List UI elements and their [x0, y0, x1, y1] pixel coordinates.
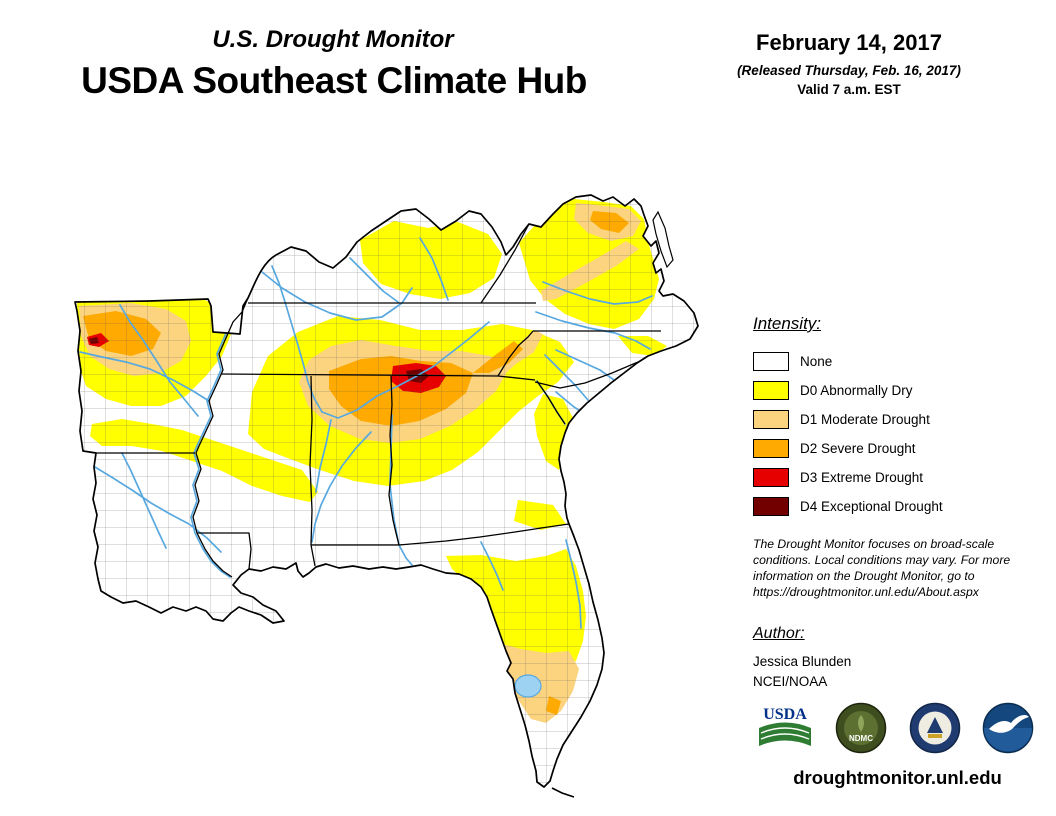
florida-keys — [551, 787, 575, 798]
legend-swatch-d3 — [753, 468, 789, 487]
commerce-logo — [909, 702, 961, 759]
legend-row: D0 Abnormally Dry — [753, 376, 1053, 405]
lake-okeechobee — [514, 674, 542, 698]
legend-swatch-d4 — [753, 497, 789, 516]
southeast-map-svg — [74, 194, 699, 798]
author-org: NCEI/NOAA — [753, 674, 828, 689]
legend-row: D1 Moderate Drought — [753, 405, 1053, 434]
legend-label: D3 Extreme Drought — [800, 470, 924, 485]
svg-text:USDA: USDA — [763, 706, 807, 723]
date-block: February 14, 2017 (Released Thursday, Fe… — [703, 30, 995, 97]
drought-map — [58, 190, 703, 812]
site-url: droughtmonitor.unl.edu — [793, 767, 1002, 788]
legend-swatch-d0 — [753, 381, 789, 400]
release-date: (Released Thursday, Feb. 16, 2017) — [737, 63, 961, 78]
author-name: Jessica Blunden — [753, 654, 852, 669]
valid-time: Valid 7 a.m. EST — [797, 82, 901, 97]
ndmc-logo: NDMC — [835, 702, 887, 759]
state-borders-layer — [96, 223, 661, 578]
author-heading: Author: — [753, 625, 805, 642]
legend-label: D1 Moderate Drought — [800, 412, 930, 427]
logo-row: USDA NDMC — [756, 702, 1034, 759]
legend-label: D0 Abnormally Dry — [800, 383, 913, 398]
report-date: February 14, 2017 — [756, 30, 942, 55]
legend-row: D4 Exceptional Drought — [753, 492, 1053, 521]
usda-logo: USDA — [756, 702, 814, 759]
disclaimer-text: The Drought Monitor focuses on broad-sca… — [753, 537, 1011, 600]
region-outline — [74, 194, 699, 788]
noaa-logo — [982, 702, 1034, 759]
page-title: USDA Southeast Climate Hub — [81, 60, 587, 101]
legend-label: D4 Exceptional Drought — [800, 499, 943, 514]
legend-label: None — [800, 354, 833, 369]
legend-swatch-d2 — [753, 439, 789, 458]
legend-label: D2 Severe Drought — [800, 441, 916, 456]
legend-swatch-d1 — [753, 410, 789, 429]
legend: Intensity: None D0 Abnormally Dry D1 Mod… — [753, 314, 1053, 521]
legend-row: D2 Severe Drought — [753, 434, 1053, 463]
page-supertitle: U.S. Drought Monitor — [212, 26, 454, 53]
county-grid — [75, 195, 698, 787]
legend-swatch-none — [753, 352, 789, 371]
delmarva-peninsula — [652, 210, 674, 269]
svg-text:NDMC: NDMC — [849, 734, 873, 743]
legend-row: None — [753, 347, 1053, 376]
legend-row: D3 Extreme Drought — [753, 463, 1053, 492]
legend-heading: Intensity: — [753, 314, 822, 333]
